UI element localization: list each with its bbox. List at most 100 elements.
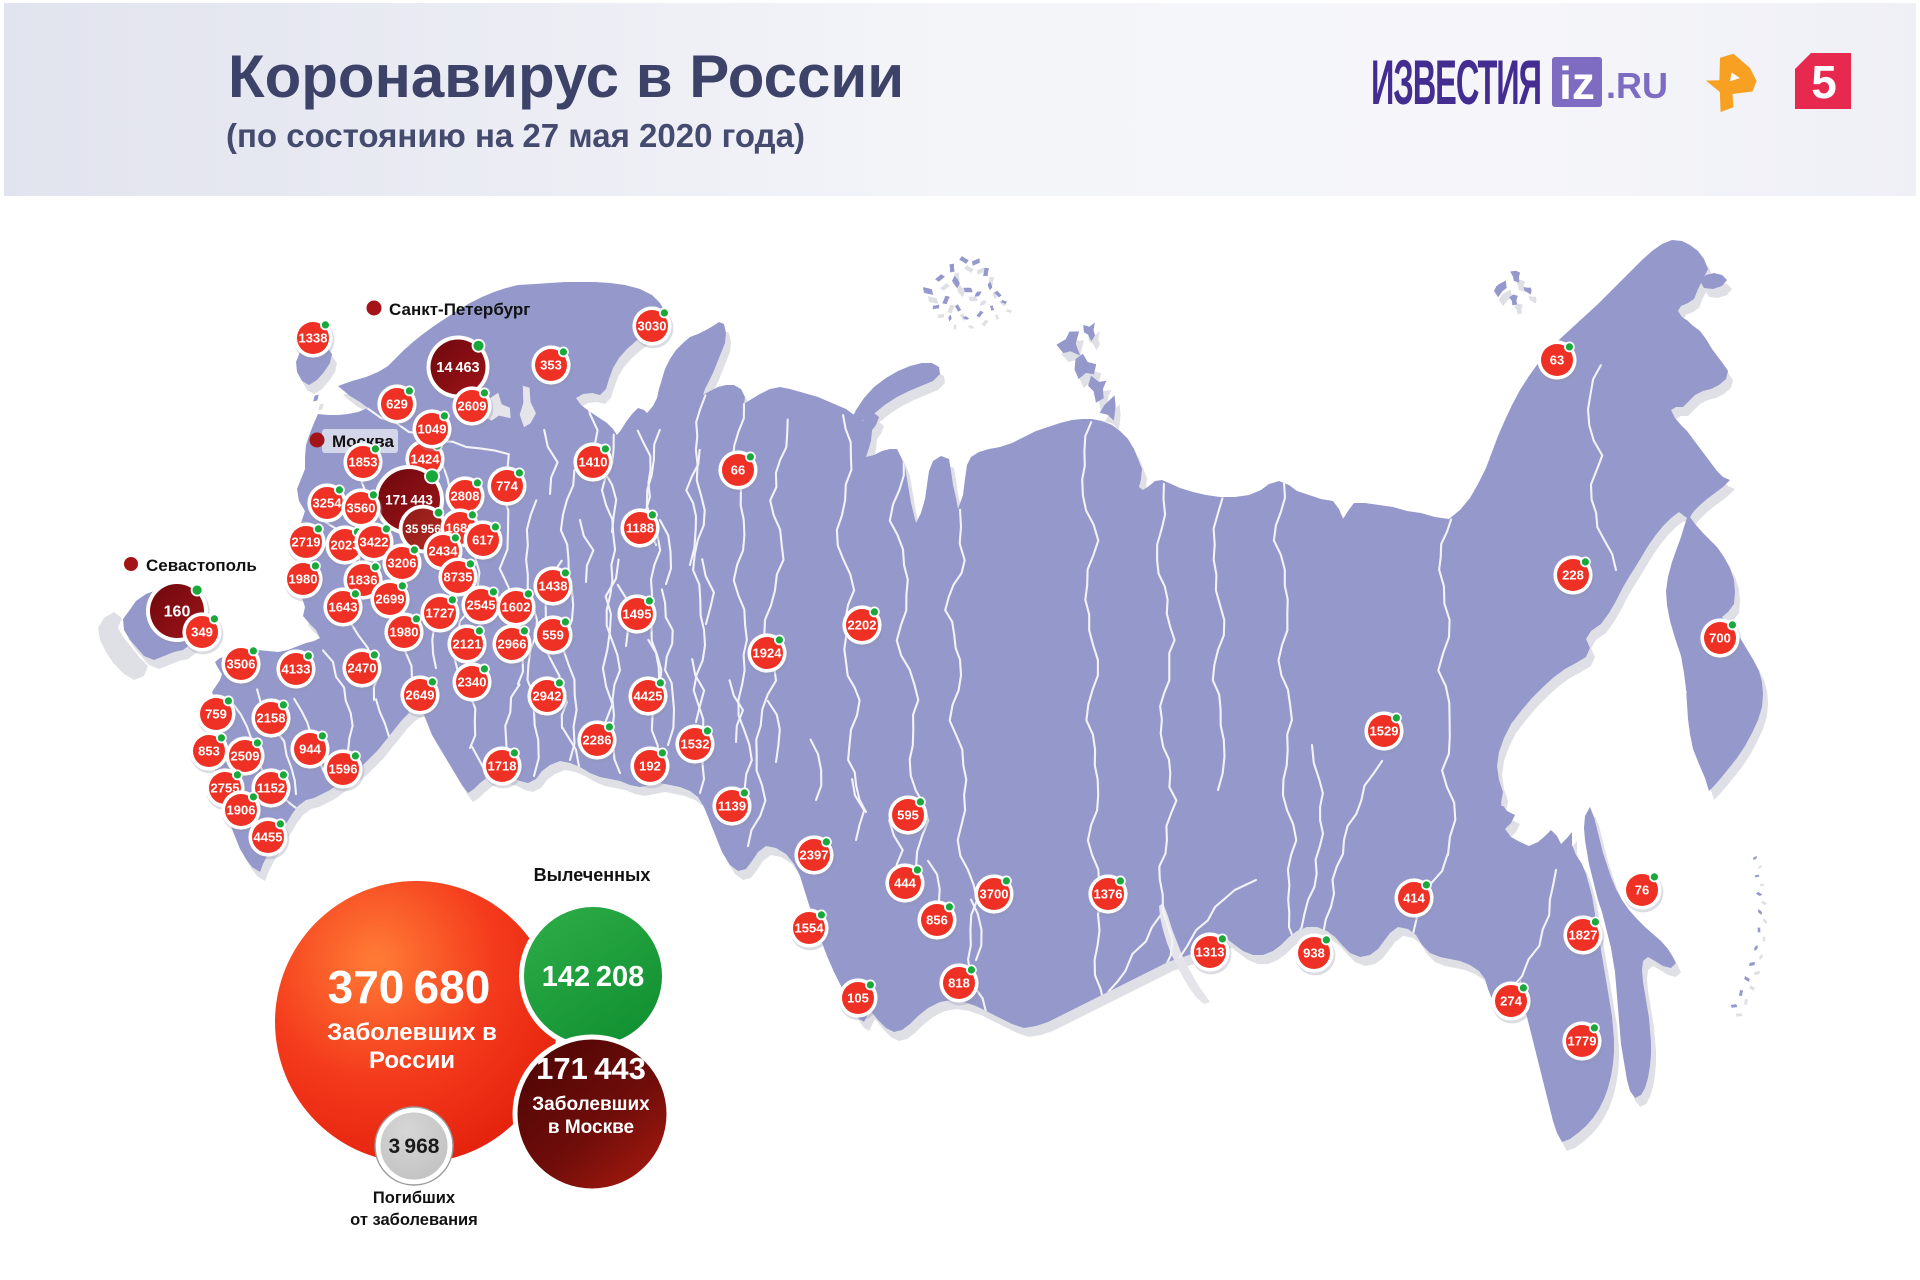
- svg-text:2808: 2808: [451, 489, 480, 504]
- svg-text:617: 617: [472, 533, 494, 548]
- svg-text:105: 105: [847, 991, 869, 1006]
- svg-text:2719: 2719: [292, 535, 321, 550]
- svg-text:4455: 4455: [254, 830, 283, 845]
- svg-text:1596: 1596: [329, 762, 358, 777]
- svg-text:595: 595: [897, 808, 919, 823]
- svg-text:353: 353: [540, 358, 562, 373]
- svg-text:2470: 2470: [348, 661, 377, 676]
- svg-text:Вылеченных: Вылеченных: [534, 865, 651, 885]
- svg-text:2434: 2434: [429, 544, 459, 559]
- svg-text:228: 228: [1562, 568, 1584, 583]
- svg-text:Заболевших в: Заболевших в: [327, 1019, 497, 1046]
- svg-text:5: 5: [1811, 56, 1837, 108]
- svg-text:2202: 2202: [848, 618, 877, 633]
- svg-text:1827: 1827: [1569, 928, 1598, 943]
- svg-text:ИЗВЕСТИЯ: ИЗВЕСТИЯ: [1371, 48, 1541, 118]
- svg-text:938: 938: [1303, 946, 1325, 961]
- svg-text:Коронавирус в России: Коронавирус в России: [228, 43, 904, 110]
- svg-text:629: 629: [386, 397, 408, 412]
- svg-text:35 956: 35 956: [405, 522, 441, 536]
- svg-text:2699: 2699: [376, 592, 405, 607]
- svg-text:1139: 1139: [718, 799, 746, 814]
- svg-text:2023: 2023: [331, 538, 360, 553]
- svg-text:2649: 2649: [406, 688, 435, 703]
- svg-text:2609: 2609: [458, 399, 487, 414]
- svg-text:171 443: 171 443: [385, 493, 433, 508]
- svg-text:Заболевших: Заболевших: [532, 1094, 650, 1115]
- svg-text:192: 192: [639, 759, 661, 774]
- svg-text:3422: 3422: [360, 535, 389, 550]
- svg-text:76: 76: [1635, 883, 1649, 898]
- svg-text:856: 856: [926, 913, 948, 928]
- svg-text:2340: 2340: [458, 675, 487, 690]
- svg-text:2545: 2545: [467, 598, 496, 613]
- svg-text:171 443: 171 443: [536, 1051, 646, 1086]
- svg-text:853: 853: [198, 744, 220, 759]
- svg-text:414: 414: [1403, 891, 1425, 906]
- svg-text:России: России: [369, 1047, 455, 1074]
- svg-text:1338: 1338: [299, 331, 328, 346]
- svg-text:1602: 1602: [502, 600, 531, 615]
- svg-text:4425: 4425: [634, 689, 663, 704]
- svg-text:274: 274: [1500, 994, 1522, 1009]
- svg-text:559: 559: [542, 628, 564, 643]
- svg-text:2121: 2121: [453, 637, 482, 652]
- svg-text:1643: 1643: [329, 600, 358, 615]
- svg-text:1424: 1424: [411, 452, 441, 467]
- svg-text:1727: 1727: [426, 606, 455, 621]
- svg-text:944: 944: [299, 742, 321, 757]
- svg-text:1313: 1313: [1196, 945, 1225, 960]
- svg-text:1529: 1529: [1370, 724, 1399, 739]
- svg-text:1906: 1906: [227, 803, 256, 818]
- svg-text:1376: 1376: [1094, 887, 1123, 902]
- svg-text:(по состоянию на 27 мая 2020 г: (по состоянию на 27 мая 2020 года): [226, 117, 805, 154]
- svg-text:700: 700: [1709, 631, 1731, 646]
- svg-text:1554: 1554: [795, 921, 825, 936]
- svg-text:1980: 1980: [289, 572, 318, 587]
- svg-text:1438: 1438: [539, 579, 568, 594]
- svg-text:3506: 3506: [227, 657, 256, 672]
- svg-text:4133: 4133: [282, 662, 311, 677]
- svg-text:в Москве: в Москве: [548, 1117, 634, 1138]
- svg-text:Погибших: Погибших: [373, 1189, 456, 1207]
- svg-text:3700: 3700: [980, 887, 1009, 902]
- svg-text:от заболевания: от заболевания: [350, 1211, 478, 1229]
- svg-text:1924: 1924: [753, 646, 783, 661]
- svg-text:66: 66: [731, 463, 745, 478]
- svg-text:14 463: 14 463: [436, 360, 479, 376]
- svg-text:3560: 3560: [347, 501, 376, 516]
- svg-text:2286: 2286: [583, 733, 612, 748]
- svg-text:Севастополь: Севастополь: [146, 556, 257, 575]
- svg-text:774: 774: [496, 479, 518, 494]
- svg-text:444: 444: [894, 876, 916, 891]
- svg-text:1718: 1718: [488, 759, 517, 774]
- svg-text:Санкт-Петербург: Санкт-Петербург: [389, 300, 530, 319]
- svg-text:3206: 3206: [388, 556, 417, 571]
- svg-text:2158: 2158: [257, 711, 286, 726]
- svg-text:1410: 1410: [579, 455, 608, 470]
- svg-text:818: 818: [948, 976, 970, 991]
- svg-text:1532: 1532: [681, 737, 710, 752]
- svg-text:349: 349: [191, 625, 213, 640]
- svg-text:1049: 1049: [418, 422, 447, 437]
- svg-text:2942: 2942: [533, 689, 562, 704]
- svg-text:1853: 1853: [349, 455, 378, 470]
- svg-text:1188: 1188: [626, 521, 654, 536]
- svg-text:1779: 1779: [1568, 1034, 1597, 1049]
- svg-text:759: 759: [205, 707, 227, 722]
- svg-text:1980: 1980: [390, 625, 419, 640]
- svg-text:142 208: 142 208: [542, 961, 645, 993]
- svg-text:1495: 1495: [623, 607, 652, 622]
- svg-text:2966: 2966: [498, 637, 527, 652]
- svg-text:2509: 2509: [231, 749, 260, 764]
- svg-text:.RU: .RU: [1606, 65, 1668, 106]
- svg-text:160: 160: [164, 604, 191, 621]
- svg-text:3 968: 3 968: [389, 1135, 440, 1158]
- svg-text:63: 63: [1550, 353, 1564, 368]
- svg-text:3030: 3030: [638, 319, 667, 334]
- svg-text:2397: 2397: [800, 848, 829, 863]
- svg-text:8735: 8735: [444, 570, 473, 585]
- svg-text:2755: 2755: [211, 781, 240, 796]
- svg-text:1836: 1836: [349, 573, 378, 588]
- svg-text:iz: iz: [1559, 57, 1595, 109]
